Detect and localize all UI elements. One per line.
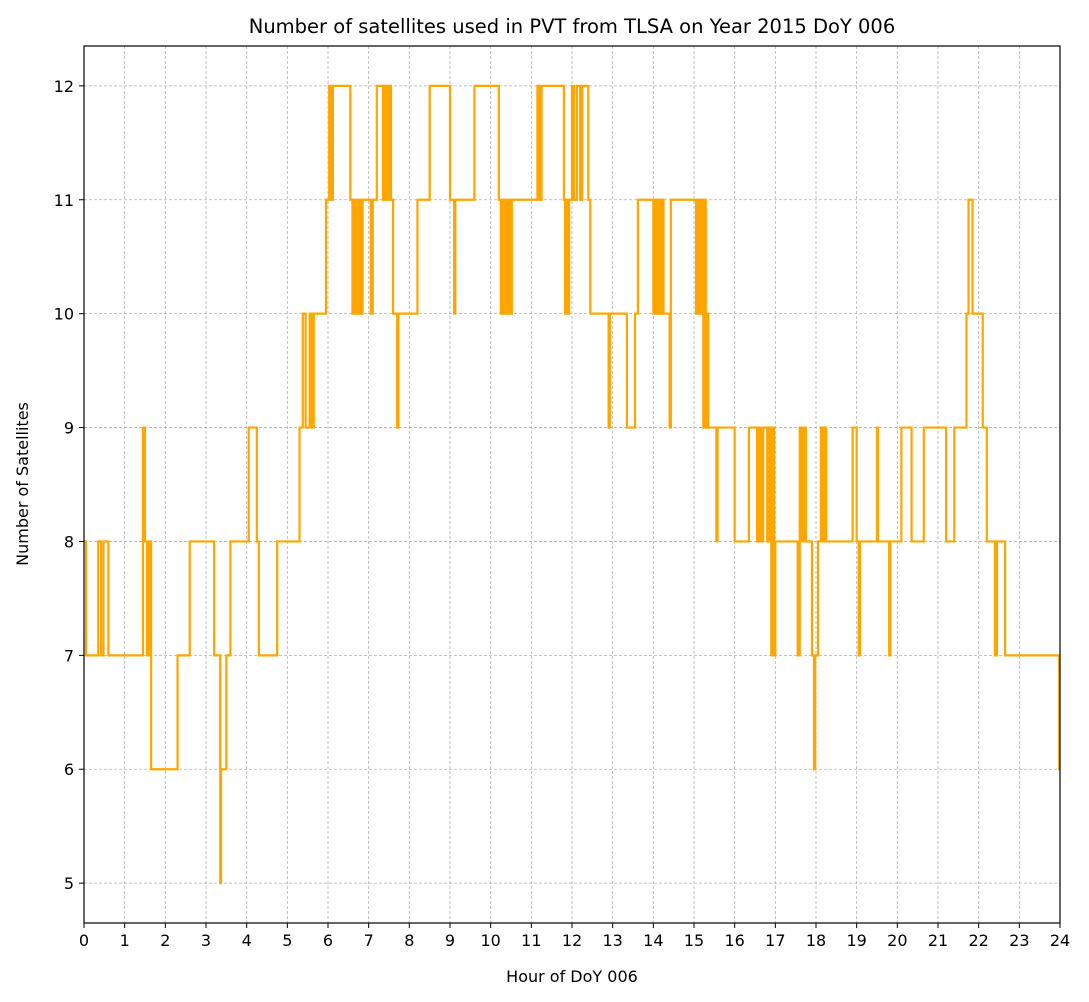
y-tick-label: 10 <box>54 305 74 324</box>
x-tick-label: 18 <box>806 931 826 950</box>
x-tick-label: 3 <box>201 931 211 950</box>
x-tick-label: 12 <box>562 931 582 950</box>
x-tick-label: 2 <box>160 931 170 950</box>
x-tick-label: 15 <box>684 931 704 950</box>
x-tick-label: 1 <box>120 931 130 950</box>
x-tick-label: 20 <box>887 931 907 950</box>
y-tick-label: 11 <box>54 191 74 210</box>
y-tick-label: 9 <box>64 419 74 438</box>
series-line <box>84 84 1061 885</box>
x-tick-label: 23 <box>1009 931 1029 950</box>
x-tick-label: 10 <box>480 931 500 950</box>
x-tick-label: 0 <box>79 931 89 950</box>
y-tick-label: 8 <box>64 532 74 551</box>
x-axis-label: Hour of DoY 006 <box>506 967 638 986</box>
x-tick-label: 14 <box>643 931 663 950</box>
y-tick-label: 12 <box>54 77 74 96</box>
chart-title: Number of satellites used in PVT from TL… <box>249 15 896 38</box>
x-tick-label: 17 <box>765 931 785 950</box>
x-tick-label: 24 <box>1050 931 1070 950</box>
x-tick-label: 16 <box>724 931 744 950</box>
y-tick-label: 5 <box>64 874 74 893</box>
x-tick-label: 4 <box>242 931 252 950</box>
x-tick-label: 8 <box>404 931 414 950</box>
x-axis-ticks: 0 1 2 3 4 5 6 7 8 9 10 11 12 13 14 15 16 17 18 19 20 21 22 23 24 <box>79 923 1070 950</box>
x-tick-label: 21 <box>928 931 948 950</box>
x-tick-label: 22 <box>968 931 988 950</box>
x-tick-label: 13 <box>602 931 622 950</box>
x-tick-label: 9 <box>445 931 455 950</box>
y-tick-label: 7 <box>64 646 74 665</box>
y-axis-ticks: 5 6 7 8 9 10 11 12 <box>54 77 84 893</box>
y-axis-label: Number of Satellites <box>13 402 32 566</box>
x-tick-label: 5 <box>282 931 292 950</box>
plot-frame <box>83 45 1061 924</box>
x-tick-label: 19 <box>846 931 866 950</box>
x-tick-label: 6 <box>323 931 333 950</box>
x-tick-label: 11 <box>521 931 541 950</box>
y-tick-label: 6 <box>64 760 74 779</box>
x-tick-label: 7 <box>364 931 374 950</box>
